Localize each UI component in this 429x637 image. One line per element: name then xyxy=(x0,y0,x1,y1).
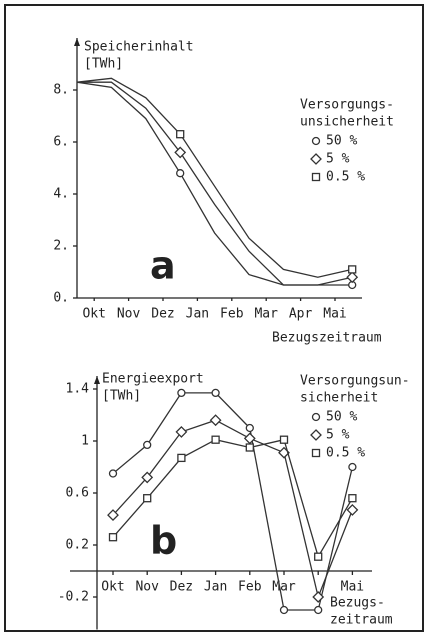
y-axis-label: [TWh] xyxy=(84,57,123,72)
marker xyxy=(176,130,185,139)
marker xyxy=(143,494,152,503)
marker xyxy=(346,503,359,516)
y-tick-label: 4. xyxy=(53,187,69,202)
marker xyxy=(279,435,289,444)
marker xyxy=(310,153,322,165)
legend-label: 50 % xyxy=(326,410,357,425)
marker xyxy=(176,169,185,178)
y-tick-label: 0. xyxy=(53,291,69,306)
x-tick-label: Okt xyxy=(82,307,105,322)
legend-title: unsicherheit xyxy=(300,115,394,130)
marker xyxy=(314,605,323,615)
legend-label: 50 % xyxy=(326,134,357,149)
marker xyxy=(211,388,220,398)
y-axis-label: Energieexport xyxy=(102,372,204,387)
marker xyxy=(174,146,187,159)
x-tick-label: Mai xyxy=(323,307,346,322)
y-tick-label: 0.2 xyxy=(66,538,89,553)
x-tick-label: Dez xyxy=(170,580,193,595)
legend-label: 0.5 % xyxy=(326,446,365,461)
legend-label: 5 % xyxy=(326,428,350,443)
x-axis-label: zeitraum xyxy=(330,613,393,628)
panel-letter: a xyxy=(150,244,176,288)
x-tick-label: Mai xyxy=(341,580,364,595)
marker xyxy=(314,552,323,561)
marker xyxy=(311,172,321,182)
marker xyxy=(209,414,222,427)
marker xyxy=(107,509,119,522)
x-tick-label: Dez xyxy=(151,307,174,322)
marker xyxy=(143,440,152,450)
x-tick-label: Mar xyxy=(254,307,278,322)
legend-label: 0.5 % xyxy=(326,170,365,185)
x-tick-label: Jan xyxy=(186,307,209,322)
series-line xyxy=(77,81,353,286)
x-tick-label: Okt xyxy=(101,580,124,595)
series-line xyxy=(76,77,353,278)
y-tick-label: 0.6 xyxy=(66,486,89,501)
x-tick-label: Jan xyxy=(204,580,227,595)
marker xyxy=(348,265,357,274)
marker xyxy=(211,435,220,444)
marker xyxy=(346,271,359,284)
x-axis-label: Bezugszeitraum xyxy=(272,331,382,346)
x-tick-label: Nov xyxy=(135,580,159,595)
y-tick-label: 1.4 xyxy=(66,382,90,397)
marker xyxy=(312,591,325,603)
legend-title: Versorgungs- xyxy=(300,98,394,113)
x-axis-label: Bezugs- xyxy=(330,596,385,611)
legend-label: 5 % xyxy=(326,152,350,167)
y-axis-label: Speicherinhalt xyxy=(84,40,194,55)
marker xyxy=(348,494,357,503)
legend-title: Versorgungsun- xyxy=(300,374,410,389)
x-tick-label: Apr xyxy=(289,307,313,322)
marker xyxy=(311,412,321,422)
marker xyxy=(108,469,118,478)
marker xyxy=(348,462,357,472)
y-axis-label: [TWh] xyxy=(102,389,141,404)
x-tick-label: Feb xyxy=(238,580,262,595)
x-tick-label: Mar xyxy=(272,580,296,595)
x-tick-label: Feb xyxy=(220,307,244,322)
marker xyxy=(311,448,321,458)
y-tick-label: 2. xyxy=(53,239,69,254)
marker xyxy=(177,388,186,398)
marker xyxy=(310,429,322,441)
marker xyxy=(141,471,154,484)
marker xyxy=(177,453,186,463)
legend-title: sicherheit xyxy=(300,391,378,406)
panel-letter: b xyxy=(150,519,177,563)
y-tick-label: -0.2 xyxy=(58,590,89,605)
marker xyxy=(108,533,118,542)
marker xyxy=(279,605,289,615)
y-axis-arrow xyxy=(74,38,80,46)
series-line xyxy=(112,419,354,600)
series-line xyxy=(112,392,354,611)
y-axis-arrow xyxy=(94,376,100,384)
y-tick-label: 1 xyxy=(81,434,89,449)
marker xyxy=(245,423,254,433)
y-tick-label: 6. xyxy=(53,135,69,150)
x-tick-label: Nov xyxy=(117,307,141,322)
series-line xyxy=(112,438,353,559)
marker xyxy=(311,136,321,146)
frame xyxy=(4,4,424,632)
marker xyxy=(175,425,188,438)
y-tick-label: 8. xyxy=(53,83,69,98)
marker xyxy=(245,443,254,452)
